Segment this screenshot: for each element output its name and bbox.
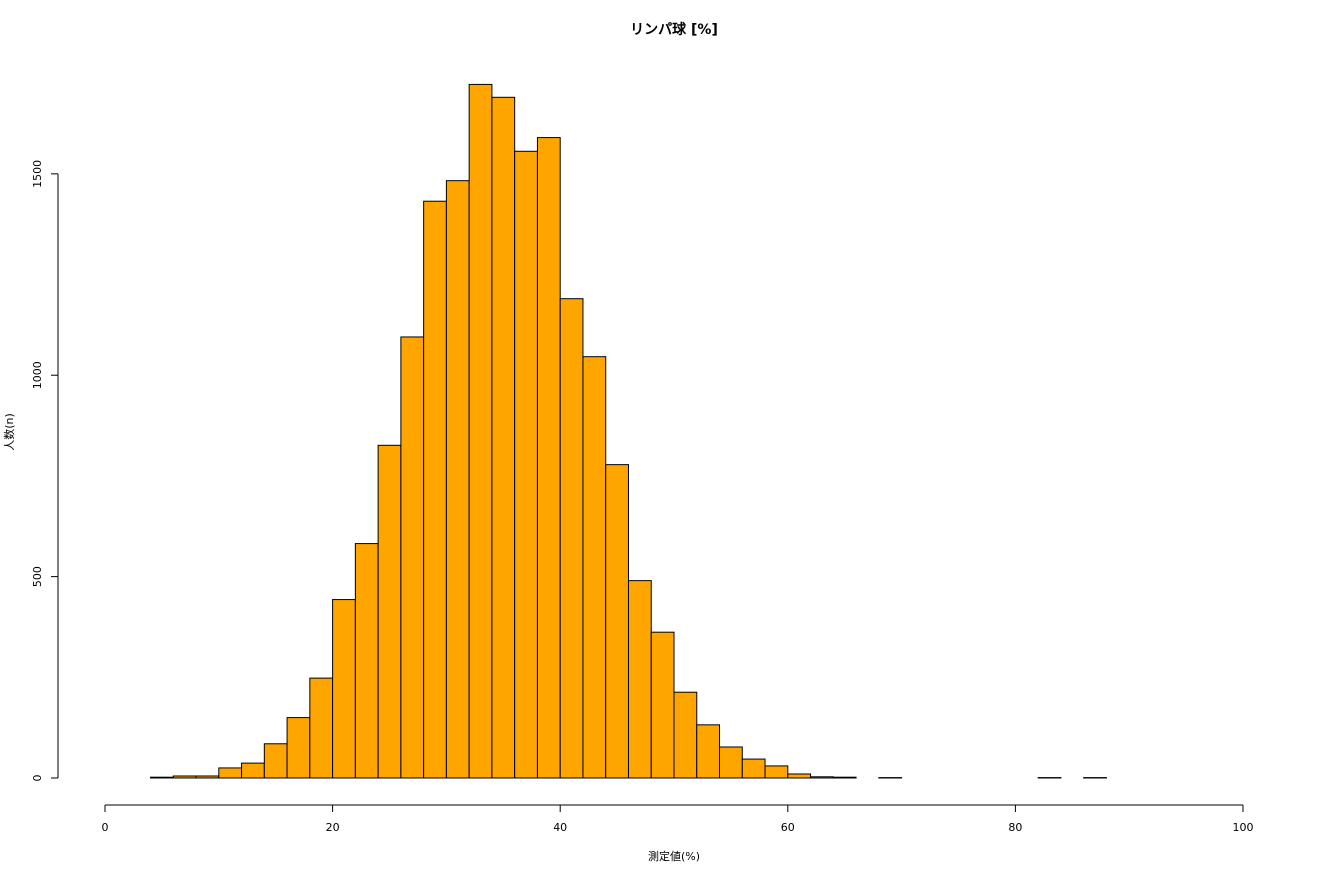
y-tick-label: 1500 bbox=[31, 160, 44, 188]
y-tick-label: 500 bbox=[31, 566, 44, 587]
bar bbox=[514, 150, 538, 779]
y-tick-label: 0 bbox=[31, 775, 44, 782]
y-axis-label: 人数(n) bbox=[3, 413, 16, 451]
bar bbox=[195, 775, 220, 779]
bar bbox=[787, 773, 812, 779]
bar bbox=[218, 767, 243, 779]
bar bbox=[832, 776, 857, 779]
bar bbox=[286, 717, 311, 779]
bar bbox=[582, 356, 607, 779]
y-tick-label: 1000 bbox=[31, 361, 44, 389]
bar bbox=[491, 96, 516, 779]
bar bbox=[536, 137, 561, 779]
bar bbox=[741, 758, 766, 779]
bar bbox=[810, 776, 834, 779]
x-tick-label: 20 bbox=[326, 821, 340, 834]
x-tick-label: 40 bbox=[553, 821, 567, 834]
bar bbox=[696, 724, 721, 779]
bar bbox=[332, 599, 356, 779]
x-axis-label: 測定値(%) bbox=[648, 849, 700, 863]
x-tick-label: 80 bbox=[1008, 821, 1022, 834]
bar bbox=[719, 746, 743, 779]
bar bbox=[673, 691, 698, 779]
bar bbox=[650, 631, 675, 779]
bar bbox=[172, 775, 197, 779]
bar bbox=[764, 765, 789, 779]
bar bbox=[559, 298, 584, 779]
bar bbox=[605, 464, 629, 779]
bar bbox=[400, 336, 425, 779]
bar bbox=[309, 677, 334, 779]
x-tick-label: 100 bbox=[1233, 821, 1254, 834]
chart-title: リンパ球 [%] bbox=[630, 21, 718, 38]
bar bbox=[241, 762, 265, 779]
x-tick-label: 60 bbox=[781, 821, 795, 834]
bar bbox=[627, 580, 652, 779]
bar bbox=[150, 776, 174, 779]
bar bbox=[423, 200, 447, 779]
bar bbox=[377, 444, 402, 779]
bar bbox=[468, 83, 493, 779]
bar bbox=[263, 743, 288, 779]
bar bbox=[354, 543, 379, 779]
bar bbox=[445, 180, 470, 779]
x-tick-label: 0 bbox=[102, 821, 109, 834]
